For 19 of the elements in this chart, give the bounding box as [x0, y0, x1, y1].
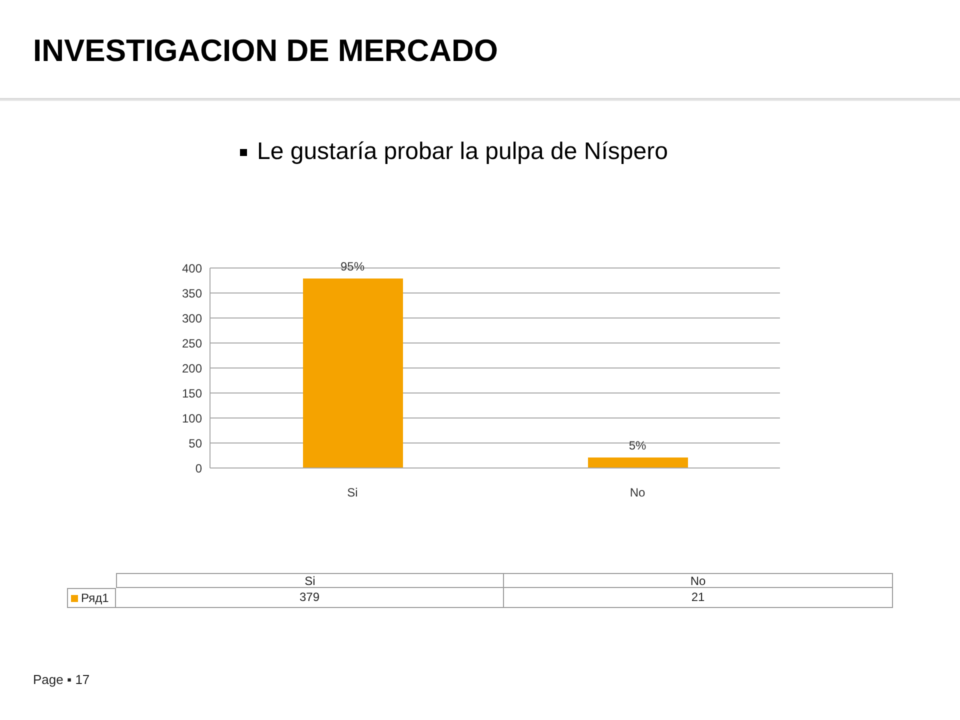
category-label: Si [304, 574, 316, 588]
y-tick-label: 150 [182, 386, 202, 400]
legend-label: Ряд1 [81, 591, 109, 605]
annotation: 95% [340, 260, 365, 274]
annotation: 5% [628, 438, 646, 452]
y-tick-label: 300 [182, 311, 202, 326]
chart-title: INVESTIGACION DE MERCADO [33, 33, 498, 69]
y-tick-label: 50 [188, 436, 202, 450]
y-tick-label: 100 [182, 411, 202, 426]
text: Page ▪ 17 [33, 672, 90, 687]
y-tick-label: 0 [195, 461, 202, 476]
data-label: 21 [504, 588, 893, 608]
chart-subtitle: Le gustaría probar la pulpa de Níspero [257, 138, 668, 166]
y-tick-label: 200 [182, 361, 202, 376]
y-tick-label: 400 [182, 261, 202, 276]
y-tick-label: 350 [182, 286, 202, 300]
category-label: No [690, 574, 706, 588]
y-tick-label: 250 [182, 336, 202, 350]
data-label: 379 [116, 588, 504, 608]
